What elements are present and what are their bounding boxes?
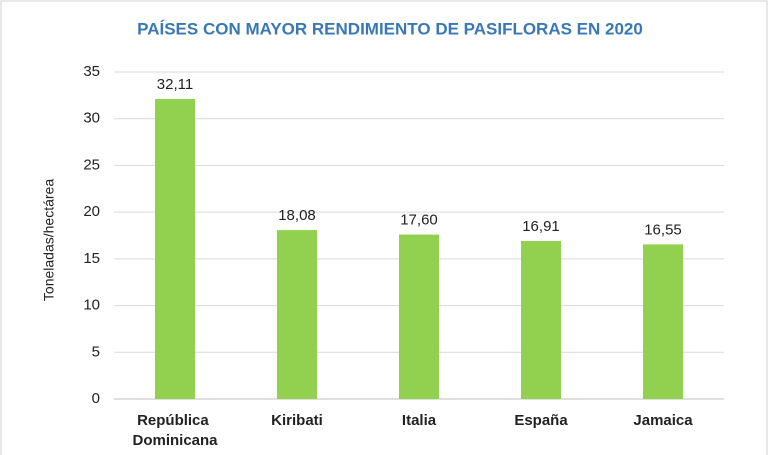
- bar: [277, 230, 317, 399]
- data-label: 32,11: [157, 76, 193, 93]
- y-tick-label: 0: [92, 390, 100, 407]
- data-label: 16,55: [644, 221, 682, 238]
- y-tick-label: 35: [83, 63, 100, 80]
- x-tick-label: Jamaica: [633, 412, 693, 429]
- y-tick-label: 25: [83, 156, 100, 173]
- x-tick-label: España: [514, 412, 568, 429]
- y-tick-label: 15: [83, 250, 100, 267]
- bar: [643, 244, 683, 399]
- data-label: 16,91: [522, 218, 560, 235]
- y-tick-label: 10: [83, 297, 100, 314]
- y-tick-label: 5: [92, 343, 100, 360]
- x-tick-label: Italia: [402, 412, 437, 429]
- x-tick-label: Kiribati: [271, 412, 323, 429]
- bar: [521, 241, 561, 399]
- y-tick-label: 30: [83, 110, 100, 127]
- y-axis-label: Toneladas/hectárea: [41, 179, 57, 301]
- data-label: 18,08: [278, 207, 316, 224]
- chart-title: PAÍSES CON MAYOR RENDIMIENTO DE PASIFLOR…: [137, 19, 643, 38]
- x-tick-label: República Dominicana: [132, 412, 218, 449]
- y-tick-label: 20: [83, 203, 100, 220]
- bar: [155, 99, 195, 399]
- bar: [399, 234, 439, 399]
- data-label: 17,60: [400, 212, 438, 229]
